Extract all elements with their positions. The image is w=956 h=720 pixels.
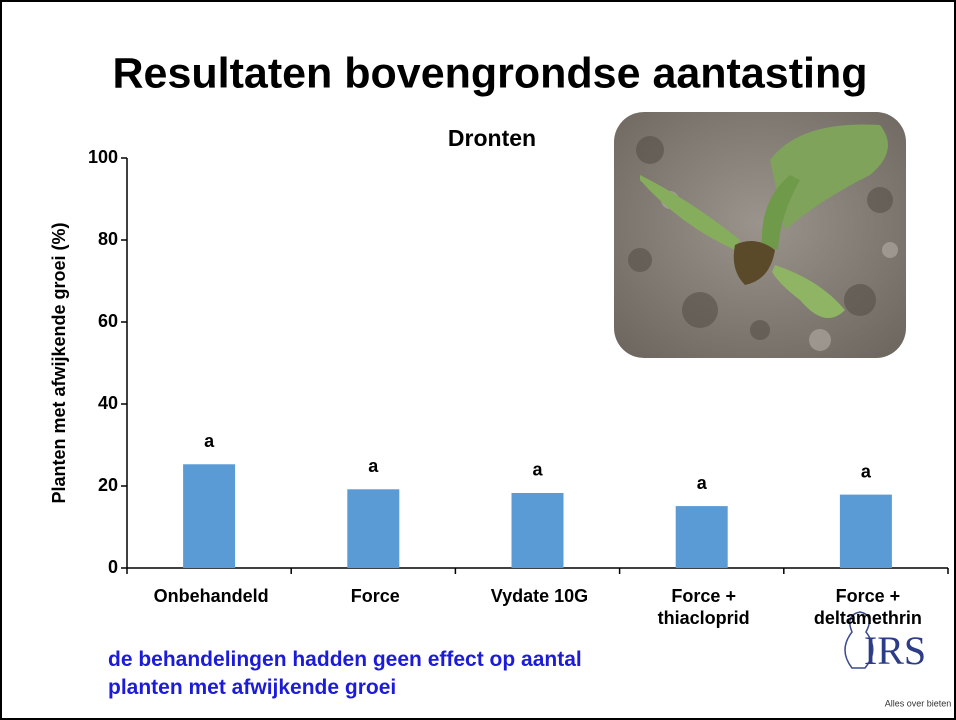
- y-tick-label: 60: [98, 311, 118, 331]
- y-axis-label: Planten met afwijkende groei (%): [49, 222, 69, 503]
- bar: [839, 494, 892, 568]
- significance-letter: a: [861, 461, 872, 481]
- significance-letter: a: [204, 431, 215, 451]
- significance-letter: a: [532, 460, 543, 480]
- photo: [614, 112, 906, 358]
- chart-title: Dronten: [448, 125, 536, 151]
- significance-letter: a: [697, 473, 708, 493]
- y-tick-label: 0: [108, 557, 118, 577]
- bar: [511, 492, 564, 568]
- significance-letter: a: [368, 456, 379, 476]
- x-tick-label: Vydate 10G: [490, 586, 589, 606]
- bar: [183, 464, 236, 568]
- conclusion-note: de behandelingen hadden geen effect op a…: [108, 648, 582, 699]
- x-tick-label: Onbehandeld: [153, 586, 269, 606]
- bar: [347, 489, 400, 568]
- x-tick-label: Force + thiacloprid: [657, 586, 750, 628]
- y-tick-label: 80: [98, 229, 118, 249]
- logo-text: IRS: [864, 628, 926, 673]
- logo-tagline: Alles over bieten: [885, 698, 952, 708]
- x-tick-label: Force + deltamethrin: [813, 586, 922, 628]
- bar: [675, 506, 728, 568]
- logo: [844, 611, 874, 669]
- y-tick-label: 100: [88, 147, 118, 167]
- x-tick-label: Force: [350, 586, 400, 606]
- y-tick-label: 40: [98, 393, 118, 413]
- y-tick-label: 20: [98, 475, 118, 495]
- slide-title: Resultaten bovengrondse aantasting: [112, 49, 867, 97]
